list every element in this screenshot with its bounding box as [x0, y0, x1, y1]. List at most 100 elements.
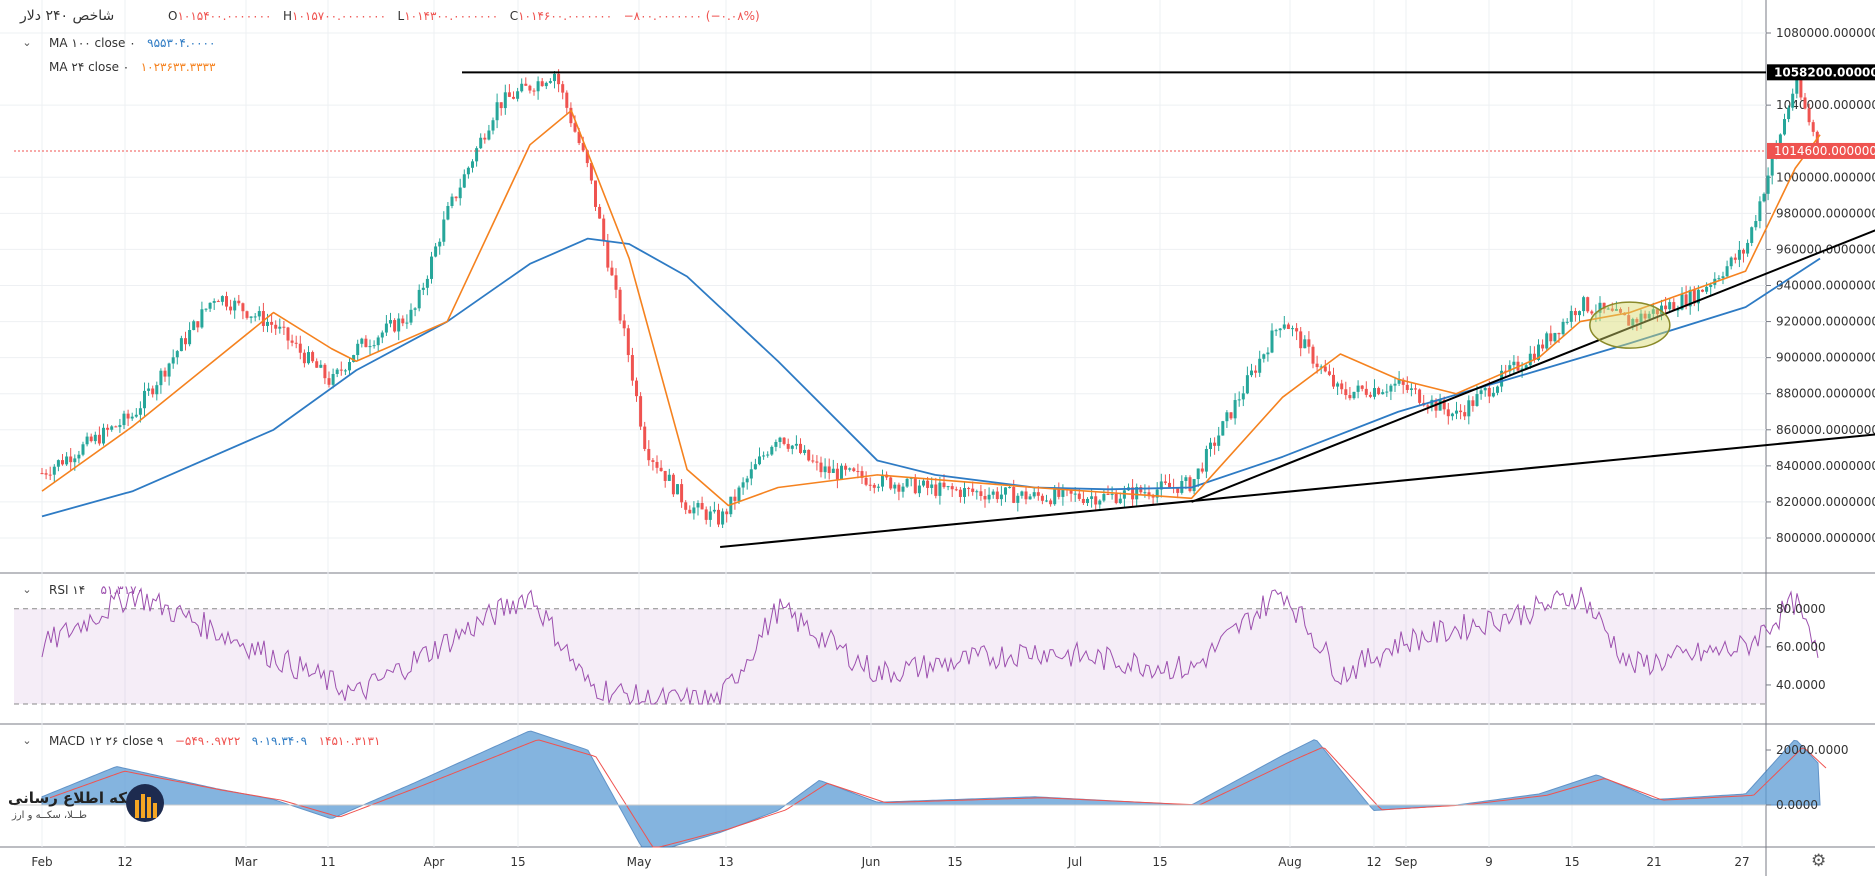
candle-body — [282, 326, 286, 328]
candle-body — [1582, 297, 1586, 312]
ma100-line — [41, 237, 1821, 518]
high-label: H — [282, 9, 292, 23]
candle-body — [975, 491, 979, 493]
candle-body — [1537, 344, 1540, 360]
candle-body — [1139, 487, 1143, 493]
candle-body — [1430, 399, 1434, 407]
collapse-macd-icon[interactable]: ⌄ — [22, 734, 32, 747]
candle-body — [721, 511, 725, 525]
candle-body — [913, 477, 917, 494]
candle-body — [950, 486, 954, 490]
candle-body — [1520, 368, 1524, 371]
candle-body — [1660, 305, 1663, 315]
candle-body — [1049, 500, 1053, 505]
candle-body — [585, 150, 589, 164]
candle-body — [335, 369, 339, 374]
settings-gear-icon[interactable]: ⚙ — [1811, 851, 1827, 871]
candle-body — [1541, 344, 1545, 349]
price-axis-label: 940000.0000000 — [1776, 279, 1875, 293]
macd-value: −۵۴۹۰.۹۷۲۲ — [174, 734, 241, 748]
ma100-legend[interactable]: MA ۱۰۰ close ۰ ۹۵۵۳۰۴.۰۰۰۰ — [49, 36, 215, 50]
candle-body — [1414, 388, 1417, 390]
candle-body — [380, 332, 384, 338]
candle-body — [544, 82, 548, 87]
candle-body — [233, 300, 237, 311]
candle-body — [569, 107, 573, 124]
candle-body — [1106, 493, 1110, 495]
candle-body — [1385, 391, 1389, 393]
candle-body — [1471, 400, 1475, 406]
candle-body — [1569, 311, 1573, 322]
candle-body — [626, 328, 630, 356]
ohlc-readout: O۱۰۱۵۴۰۰.۰۰۰۰۰۰۰ H۱۰۱۵۷۰۰.۰۰۰۰۰۰۰ L۱۰۱۴۳… — [168, 9, 760, 23]
candle-body — [1368, 394, 1372, 397]
candle-body — [725, 511, 729, 515]
candle-body — [696, 503, 700, 508]
candle-body — [286, 327, 290, 341]
price-axis-label: 1040000.0000000 — [1776, 98, 1875, 112]
time-axis-label: 27 — [1734, 855, 1749, 869]
candle-body — [573, 123, 577, 132]
candle-body — [237, 300, 241, 304]
candle-body — [302, 352, 306, 364]
candle-body — [327, 378, 331, 385]
candle-body — [1598, 302, 1602, 313]
candle-body — [647, 448, 651, 461]
candle-body — [1573, 311, 1577, 316]
candle-body — [167, 363, 171, 377]
candle-body — [352, 355, 356, 363]
candle-body — [1627, 315, 1631, 326]
candle-body — [1467, 400, 1471, 417]
candle-body — [393, 320, 397, 332]
time-axis-label: 15 — [510, 855, 525, 869]
collapse-legend-icon[interactable]: ⌄ — [22, 36, 32, 49]
candle-body — [97, 434, 101, 444]
candle-body — [848, 468, 852, 470]
candle-body — [85, 436, 89, 445]
candle-body — [245, 311, 249, 318]
candle-body — [339, 369, 343, 371]
candle-body — [758, 456, 761, 465]
ma24-legend[interactable]: MA ۲۴ close ۰ ۱۰۲۳۶۳۳.۳۳۳۳ — [49, 60, 215, 74]
candle-body — [389, 320, 392, 324]
candle-body — [602, 218, 606, 242]
candle-body — [532, 90, 536, 92]
candle-body — [1696, 289, 1700, 304]
candle-body — [676, 484, 679, 495]
candle-body — [175, 351, 179, 358]
candle-body — [659, 467, 663, 471]
time-axis-label: Jun — [861, 855, 881, 869]
candle-body — [77, 454, 81, 459]
candle-body — [106, 427, 110, 430]
candle-body — [971, 488, 975, 492]
candle-body — [1262, 354, 1266, 359]
candle-body — [1258, 358, 1262, 373]
candle-body — [733, 496, 737, 501]
candle-body — [684, 502, 688, 510]
candle-body — [548, 81, 552, 83]
watermark-subtitle: طــلا، سکــه و ارز — [12, 810, 87, 821]
candle-body — [1295, 328, 1299, 332]
candle-body — [1110, 493, 1114, 495]
candle-body — [192, 321, 196, 331]
candle-body — [1729, 257, 1733, 267]
ma100-label: MA ۱۰۰ close ۰ — [49, 36, 136, 50]
candle-body — [1213, 442, 1217, 446]
candle-body — [1450, 413, 1454, 417]
collapse-rsi-icon[interactable]: ⌄ — [22, 583, 32, 596]
candle-body — [364, 338, 368, 348]
macd-legend[interactable]: MACD ۱۲ ۲۶ close ۹ −۵۴۹۰.۹۷۲۲ ۹۰۱۹.۳۴۰۹ … — [49, 734, 380, 748]
candle-body — [204, 308, 208, 310]
candle-body — [495, 102, 499, 121]
candle-body — [507, 92, 511, 97]
candle-body — [667, 474, 671, 481]
rsi-legend[interactable]: RSI ۱۴ ۵۱.۳۱۷۰ — [49, 583, 143, 597]
candle-body — [1705, 286, 1709, 292]
candle-body — [1028, 496, 1032, 500]
candle-body — [1664, 305, 1668, 310]
candle-body — [343, 370, 347, 372]
macd-signal-value: ۹۰۱۹.۳۴۰۹ — [251, 734, 308, 748]
candle-body — [1209, 442, 1212, 449]
candle-body — [1233, 400, 1237, 419]
